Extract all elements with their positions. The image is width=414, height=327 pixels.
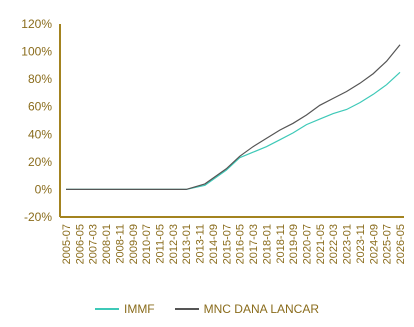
x-tick-label: 2019-09 [288, 224, 300, 264]
y-tick-label: 20% [28, 155, 52, 169]
legend-swatch-immf [94, 308, 119, 310]
x-tick-label: 2016-05 [235, 224, 247, 264]
x-tick-label: 2009-09 [128, 224, 140, 264]
x-tick-label: 2011-05 [155, 224, 167, 264]
x-tick-label: 2008-11 [114, 224, 126, 264]
y-tick-label: -20% [24, 210, 52, 224]
series-line-mnc-dana-lancar [66, 44, 401, 190]
x-tick-label: 2026-05 [395, 224, 407, 264]
y-tick-label: 100% [21, 45, 52, 59]
y-tick-label: 40% [28, 127, 52, 141]
series-lines [66, 44, 401, 190]
x-tick-label: 2006-05 [74, 224, 86, 264]
y-tick-label: 80% [28, 72, 52, 86]
x-tick-label: 2013-01 [181, 224, 193, 264]
x-tick-label: 2018-11 [275, 224, 287, 264]
x-tick-label: 2018-01 [261, 224, 273, 264]
x-tick-label: 2017-03 [248, 224, 260, 264]
series-line-immf [66, 71, 401, 190]
x-axis-ticks: 2005-07 2006-05 2007-03 2008-01 2008-11 2009-… [61, 224, 407, 264]
legend-item-mnc-dana-lancar: MNC DANA LANCAR [174, 302, 319, 316]
x-tick-label: 2015-07 [221, 224, 233, 264]
x-tick-label: 2008-01 [101, 224, 113, 264]
x-tick-label: 2023-01 [342, 224, 354, 264]
line-chart: -20% 0% 20% 40% 60% 80% 100% 120% 2005-07 2006-0… [21, 17, 407, 264]
x-tick-label: 2014-09 [208, 224, 220, 264]
y-tick-label: 60% [28, 100, 52, 114]
x-tick-label: 2021-05 [315, 224, 327, 264]
legend-label-immf: IMMF [123, 302, 155, 316]
x-tick-label: 2022-03 [328, 224, 340, 264]
x-tick-label: 2007-03 [88, 224, 100, 264]
legend-swatch-mnc-dana-lancar [174, 308, 199, 310]
x-tick-label: 2025-07 [382, 224, 394, 264]
x-tick-label: 2020-07 [301, 224, 313, 264]
y-axis-ticks: -20% 0% 20% 40% 60% 80% 100% 120% [21, 17, 52, 224]
x-tick-label: 2005-07 [61, 224, 73, 264]
legend: IMMF MNC DANA LANCAR [0, 299, 414, 319]
x-tick-label: 2024-09 [368, 224, 380, 264]
legend-item-immf: IMMF [94, 302, 155, 316]
y-tick-label: 120% [21, 17, 52, 31]
x-tick-label: 2013-11 [195, 224, 207, 264]
x-tick-label: 2012-03 [168, 224, 180, 264]
y-tick-label: 0% [35, 182, 53, 196]
x-tick-label: 2010-07 [141, 224, 153, 264]
x-tick-label: 2023-11 [355, 224, 367, 264]
legend-label-mnc-dana-lancar: MNC DANA LANCAR [203, 302, 319, 316]
